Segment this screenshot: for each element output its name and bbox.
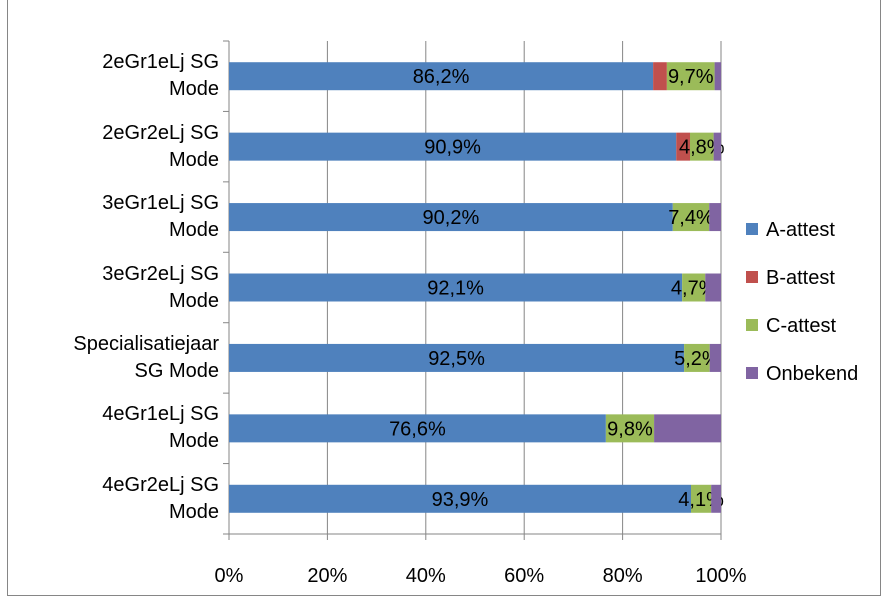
bar-segment-onbekend <box>711 484 721 513</box>
category-label-line: SG Mode <box>134 359 219 382</box>
legend-label: B-attest <box>766 267 835 289</box>
bar-segment-b-attest <box>653 62 667 91</box>
bar-segment-onbekend <box>705 273 721 302</box>
bar-segment-onbekend <box>714 62 721 91</box>
category-label-line: Specialisatiejaar <box>73 332 219 355</box>
bar-segment-c-attest <box>672 203 710 232</box>
category-label: 4eGr1eLj SG Mode <box>19 401 219 455</box>
bar-segment-c-attest <box>690 132 714 161</box>
data-label: 86,2% <box>413 66 470 88</box>
data-label: 4,7% <box>671 278 717 300</box>
chart-area <box>7 0 881 596</box>
legend-label: A-attest <box>766 219 835 241</box>
category-label: 3eGr2eLj SG Mode <box>19 261 219 315</box>
bar-segment-onbekend <box>654 414 721 443</box>
bar-segment-c-attest <box>682 273 706 302</box>
bar-segment-c-attest <box>684 343 710 372</box>
data-label: 90,9% <box>424 137 481 159</box>
bar-segment-onbekend <box>709 203 721 232</box>
legend-swatch <box>746 271 758 283</box>
bar-segment-a-attest <box>229 62 654 91</box>
category-label-line: Mode <box>168 500 219 523</box>
bar-segment-a-attest <box>229 273 683 302</box>
bar-segment-a-attest <box>229 203 673 232</box>
category-label-line: Mode <box>168 430 219 453</box>
data-label: 4,8% <box>679 137 725 159</box>
bar-segment-a-attest <box>229 414 606 443</box>
x-tick-label: 40% <box>406 565 446 587</box>
x-tick-label: 0% <box>215 565 244 587</box>
data-label: 92,5% <box>428 348 485 370</box>
bar-segment-a-attest <box>229 484 691 513</box>
legend-label: C-attest <box>766 315 836 337</box>
x-tick-label: 100% <box>695 565 746 587</box>
x-tick-label: 20% <box>307 565 347 587</box>
data-label: 9,7% <box>668 66 714 88</box>
category-label-line: 3eGr1eLj SG <box>102 192 219 215</box>
category-label: 2eGr2eLj SG Mode <box>19 120 219 174</box>
bar-segment-b-attest <box>676 132 691 161</box>
category-label: Specialisatiejaar SG Mode <box>19 331 219 385</box>
legend-label: Onbekend <box>766 363 858 385</box>
data-label: 90,2% <box>423 207 480 229</box>
category-label: 3eGr1eLj SG Mode <box>19 190 219 244</box>
bar-segment-c-attest <box>690 484 712 513</box>
legend-swatch <box>746 319 758 331</box>
data-label: 5,2% <box>674 348 720 370</box>
category-label-line: Mode <box>168 289 219 312</box>
category-label-line: Mode <box>168 219 219 242</box>
category-label-line: 4eGr2eLj SG <box>102 473 219 496</box>
bar-segment-a-attest <box>229 132 677 161</box>
category-label-line: 2eGr1eLj SG <box>102 51 219 74</box>
category-label: 4eGr2eLj SG Mode <box>19 472 219 526</box>
data-label: 92,1% <box>427 278 484 300</box>
x-tick-label: 80% <box>603 565 643 587</box>
legend-swatch <box>746 367 758 379</box>
data-label: 93,9% <box>432 489 489 511</box>
data-label: 9,8% <box>607 418 653 440</box>
category-label-line: 3eGr2eLj SG <box>102 262 219 285</box>
data-label: 7,4% <box>668 207 714 229</box>
category-label-line: 2eGr2eLj SG <box>102 121 219 144</box>
bar-segment-onbekend <box>713 132 721 161</box>
category-label: 2eGr1eLj SG Mode <box>19 49 219 103</box>
category-label-line: Mode <box>168 148 219 171</box>
x-tick-label: 60% <box>504 565 544 587</box>
bar-segment-c-attest <box>666 62 715 91</box>
data-label: 76,6% <box>389 418 446 440</box>
category-label-line: Mode <box>168 78 219 101</box>
bar-segment-c-attest <box>605 414 655 443</box>
bar-segment-onbekend <box>709 343 721 372</box>
bar-segment-a-attest <box>229 343 685 372</box>
legend-swatch <box>746 223 758 235</box>
category-label-line: 4eGr1eLj SG <box>102 403 219 426</box>
